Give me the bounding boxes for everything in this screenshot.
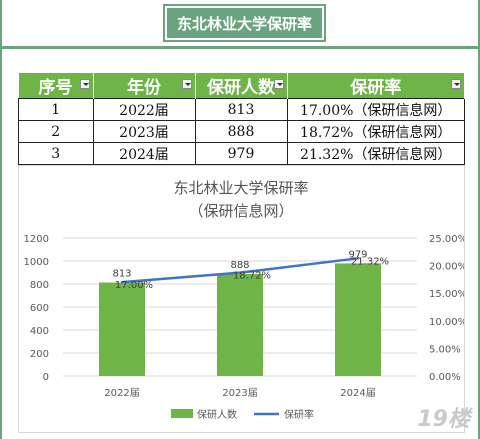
col-header-count[interactable]: 保研人数	[195, 73, 288, 99]
bar	[335, 263, 381, 376]
y-left-tick-label: 0	[43, 372, 49, 383]
table-row: 2 2023届 888 18.72%（保研信息网）	[18, 120, 465, 143]
y-right-tick-label: 5.00%	[429, 344, 461, 355]
table-cell[interactable]: 2024届	[92, 142, 196, 165]
col-header-label: 保研人数	[207, 78, 275, 98]
table-cell[interactable]: 3	[18, 142, 94, 165]
site-watermark: 19楼	[417, 407, 470, 432]
filter-dropdown-icon[interactable]	[451, 79, 461, 89]
table-cell[interactable]: 2	[18, 120, 94, 143]
bar	[217, 273, 263, 376]
y-right-tick-label: 25.00%	[429, 234, 464, 245]
table-row: 1 2022届 813 17.00%（保研信息网）	[18, 98, 465, 121]
bar-data-label: 813	[112, 269, 131, 280]
legend-swatch-bar	[171, 409, 193, 418]
x-tick-label: 2022届	[104, 387, 139, 399]
col-header-year[interactable]: 年份	[93, 73, 196, 99]
col-header-label: 序号	[38, 78, 73, 98]
y-left-tick-label: 600	[30, 303, 49, 314]
data-table: 序号 年份 保研人数 保研率 1 2022届 813 17.00%（保研信息网）	[18, 73, 465, 165]
y-right-tick-label: 20.00%	[429, 262, 464, 273]
filter-dropdown-icon[interactable]	[181, 79, 192, 89]
chart-panel[interactable]: 东北林业大学保研率 （保研信息网） 0 200 400 600 800 1000 1200 …	[18, 165, 468, 433]
table-cell[interactable]: 21.32%（保研信息网）	[286, 142, 465, 165]
y-left-tick-label: 800	[30, 280, 49, 291]
table-cell[interactable]: 2023届	[92, 120, 196, 143]
bar-data-label: 979	[348, 249, 367, 260]
bar-data-label: 888	[230, 260, 249, 271]
table-header-row: 序号 年份 保研人数 保研率	[18, 73, 465, 99]
table-cell[interactable]: 813	[194, 98, 288, 121]
legend-label: 保研率	[284, 408, 314, 421]
sort-filter-icon[interactable]	[79, 79, 90, 89]
col-header-rate[interactable]: 保研率	[287, 73, 465, 99]
table-cell[interactable]: 979	[194, 142, 288, 165]
table-cell[interactable]: 18.72%（保研信息网）	[286, 120, 465, 143]
filter-dropdown-icon[interactable]	[273, 79, 284, 89]
y-right-tick-label: 15.00%	[429, 289, 464, 300]
x-tick-label: 2023届	[222, 387, 257, 399]
line-data-label: 21.32%	[351, 256, 389, 267]
table-cell[interactable]: 2022届	[92, 98, 196, 121]
y-left-tick-label: 400	[30, 326, 49, 337]
table-cell[interactable]: 888	[194, 120, 288, 143]
col-header-label: 年份	[127, 78, 161, 98]
legend-label: 保研人数	[197, 408, 237, 421]
bar	[99, 282, 145, 376]
y-left-tick-label: 1200	[24, 234, 49, 245]
y-left-tick-label: 200	[30, 349, 49, 360]
chart-subtitle: （保研信息网）	[188, 202, 293, 220]
y-right-tick-label: 0.00%	[429, 372, 461, 383]
x-tick-label: 2024届	[340, 387, 375, 399]
header-rule	[0, 46, 480, 49]
y-right-tick-label: 10.00%	[429, 317, 464, 328]
table-row: 3 2024届 979 21.32%（保研信息网）	[18, 142, 465, 165]
page-title: 东北林业大学保研率	[163, 4, 326, 42]
chart-title: 东北林业大学保研率	[173, 179, 308, 197]
line-data-label: 17.00%	[115, 280, 153, 291]
line-data-label: 18.72%	[233, 271, 271, 282]
y-left-tick-label: 1000	[24, 257, 49, 268]
table-cell[interactable]: 1	[18, 98, 94, 121]
col-header-index[interactable]: 序号	[18, 73, 94, 99]
col-header-label: 保研率	[350, 78, 402, 98]
combo-chart: 东北林业大学保研率 （保研信息网） 020040060080010001200 …	[24, 179, 468, 421]
rate-line	[120, 257, 360, 284]
table-cell[interactable]: 17.00%（保研信息网）	[286, 98, 465, 121]
